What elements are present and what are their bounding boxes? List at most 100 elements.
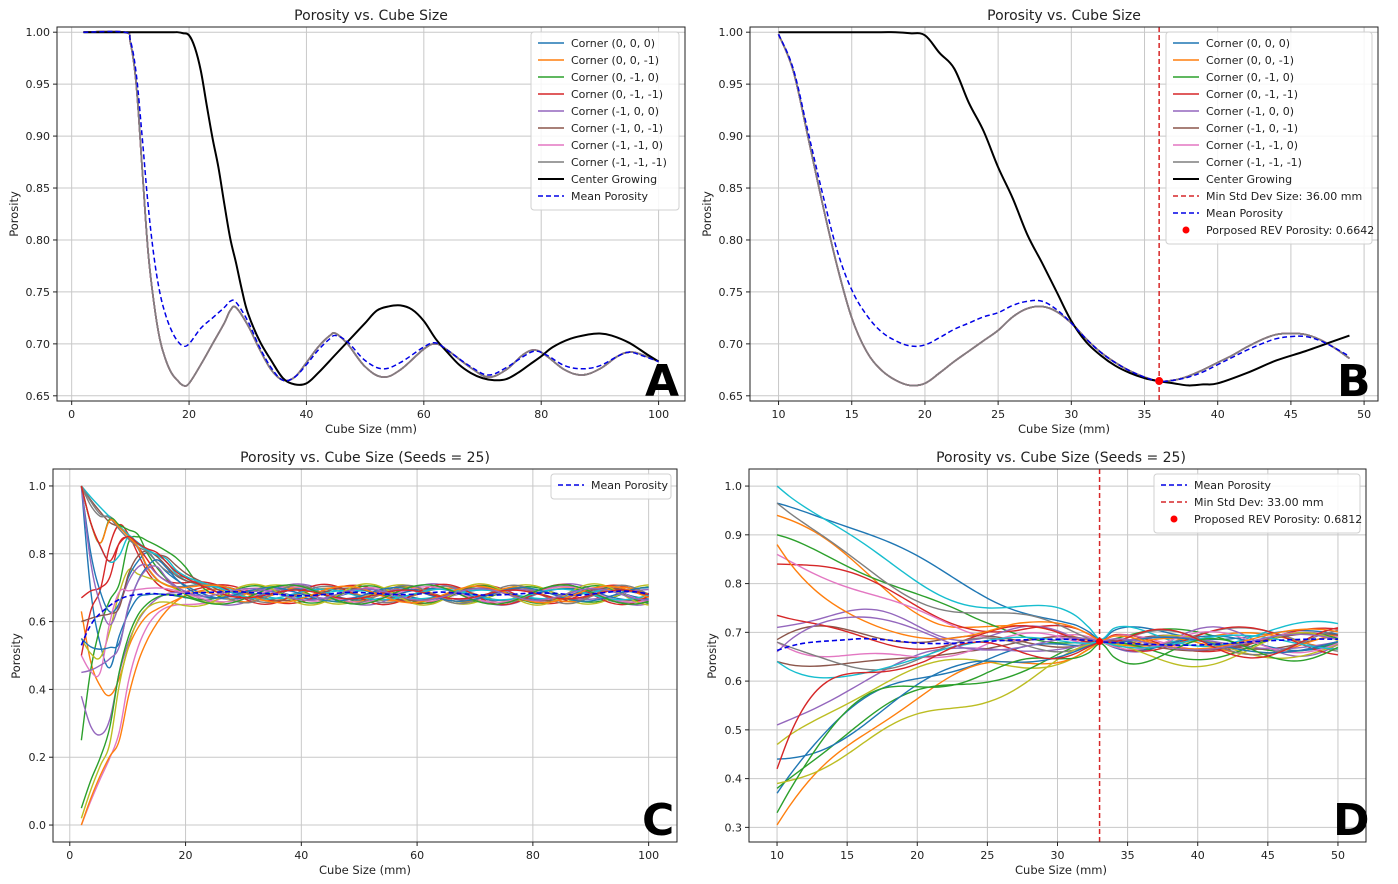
y-tick-label: 0.80 bbox=[719, 234, 744, 247]
legend-label: Corner (0, 0, 0) bbox=[571, 37, 655, 50]
x-tick-label: 60 bbox=[417, 408, 431, 421]
legend-item: Min Std Dev Size: 36.00 mm bbox=[1173, 190, 1362, 203]
legend-label: Corner (-1, -1, 0) bbox=[571, 139, 663, 152]
legend-label: Corner (-1, 0, 0) bbox=[1206, 105, 1294, 118]
seed-line bbox=[80, 559, 649, 650]
panel-d-letter: D bbox=[1333, 795, 1370, 846]
panel-b-xlabel: Cube Size (mm) bbox=[1018, 422, 1110, 436]
rev-porosity-marker bbox=[1155, 377, 1164, 386]
panel-b-legend: Corner (0, 0, 0) Corner (0, 0, -1) Corner … bbox=[1165, 31, 1374, 245]
legend-item: Corner (0, -1, -1) bbox=[538, 88, 663, 101]
panel-a-legend: Corner (0, 0, 0) Corner (0, 0, -1) Corner … bbox=[530, 31, 680, 211]
legend-box bbox=[1165, 31, 1373, 245]
panel-a-letter: A bbox=[645, 356, 679, 407]
legend-item: Proposed REV Porosity: 0.6812 bbox=[1170, 513, 1362, 526]
legend-item: Corner (0, -1, -1) bbox=[1173, 88, 1298, 101]
legend-item: Corner (0, 0, 0) bbox=[538, 37, 655, 50]
seed-line bbox=[776, 502, 1339, 641]
y-tick-label: 0.70 bbox=[719, 338, 744, 351]
panel-c-letter: C bbox=[642, 795, 674, 846]
x-tick-label: 30 bbox=[1064, 408, 1078, 421]
legend-label: Corner (-1, -1, -1) bbox=[571, 156, 667, 169]
legend-label: Corner (0, 0, -1) bbox=[1206, 54, 1294, 67]
series-line-center-growing bbox=[778, 31, 1350, 387]
rev-porosity-marker bbox=[1096, 638, 1104, 646]
legend-item: Center Growing bbox=[538, 173, 657, 186]
legend-label: Center Growing bbox=[1206, 173, 1292, 186]
legend-item: Corner (0, 0, 0) bbox=[1173, 37, 1290, 50]
x-tick-label: 20 bbox=[182, 408, 196, 421]
legend-label: Mean Porosity bbox=[571, 190, 649, 203]
legend-box bbox=[530, 31, 680, 211]
legend-item: Mean Porosity bbox=[558, 479, 669, 492]
legend-item: Corner (-1, 0, 0) bbox=[538, 105, 659, 118]
y-tick-label: 0.6 bbox=[725, 675, 743, 688]
panel-c-grid bbox=[53, 469, 677, 842]
y-tick-label: 0.7 bbox=[725, 626, 743, 639]
panel-a: Porosity vs. Cube Size Cube Size (mm) Po… bbox=[7, 8, 686, 436]
x-tick-label: 45 bbox=[1284, 408, 1298, 421]
y-tick-label: 1.00 bbox=[26, 26, 51, 39]
y-tick-label: 0.0 bbox=[29, 819, 47, 832]
panel-b-lines bbox=[777, 27, 1350, 401]
panel-c-lines bbox=[80, 485, 649, 826]
y-tick-label: 0.85 bbox=[719, 182, 744, 195]
x-tick-label: 80 bbox=[526, 849, 540, 862]
x-tick-label: 10 bbox=[772, 408, 786, 421]
panel-b-ticks: 10 15 20 25 30 35 40 45 50 0.65 0.70 0.75 0.80 0.85 0.… bbox=[719, 26, 1372, 421]
series-line-corner-1-1-1- bbox=[777, 33, 1350, 387]
legend-box bbox=[550, 473, 672, 500]
legend-item: Corner (-1, -1, 0) bbox=[1173, 139, 1298, 152]
legend-item: Corner (-1, 0, -1) bbox=[538, 122, 663, 135]
panel-c-frame bbox=[52, 468, 678, 843]
x-tick-label: 50 bbox=[1331, 849, 1345, 862]
seed-line bbox=[81, 565, 649, 674]
panel-d-ticks: 10 15 20 25 30 35 40 45 50 0.3 0.4 0.5 0.6 0.7 0.8 0.9 1… bbox=[725, 480, 1345, 862]
seed-line bbox=[776, 630, 1339, 659]
x-tick-label: 45 bbox=[1261, 849, 1275, 862]
panel-d-ylabel: Porosity bbox=[705, 633, 719, 679]
panel-a-lines bbox=[83, 30, 660, 387]
legend-label: Corner (-1, -1, 0) bbox=[1206, 139, 1298, 152]
y-tick-label: 0.65 bbox=[719, 390, 744, 403]
legend-item: Corner (-1, -1, -1) bbox=[1173, 156, 1302, 169]
panel-d-lines bbox=[776, 469, 1339, 842]
panel-d-frame bbox=[748, 468, 1367, 843]
seed-line bbox=[80, 584, 649, 809]
legend-marker-icon bbox=[1170, 515, 1178, 523]
seed-line bbox=[776, 629, 1339, 671]
panel-d: Porosity vs. Cube Size (Seeds = 25) Cube… bbox=[705, 450, 1370, 877]
panel-a-xlabel: Cube Size (mm) bbox=[325, 422, 417, 436]
panel-a-ylabel: Porosity bbox=[7, 191, 21, 237]
seed-line bbox=[776, 632, 1339, 789]
legend-item: Corner (-1, 0, -1) bbox=[1173, 122, 1298, 135]
legend-item: Mean Porosity bbox=[1173, 207, 1284, 220]
panel-d-title: Porosity vs. Cube Size (Seeds = 25) bbox=[936, 450, 1186, 466]
x-tick-label: 0 bbox=[66, 849, 73, 862]
legend-label: Mean Porosity bbox=[1194, 479, 1272, 492]
y-tick-label: 1.0 bbox=[29, 480, 47, 493]
panel-b-letter: B bbox=[1337, 356, 1371, 407]
panel-a-ticks: 0 20 40 60 80 100 0.65 0.70 0.75 0.80 0.85 0.90 0.95… bbox=[26, 26, 670, 421]
x-tick-label: 60 bbox=[410, 849, 424, 862]
series-line-mean-porosity bbox=[776, 637, 1338, 652]
panel-b-ylabel: Porosity bbox=[700, 191, 714, 237]
x-tick-label: 40 bbox=[1211, 408, 1225, 421]
x-tick-label: 0 bbox=[68, 408, 75, 421]
legend-label: Mean Porosity bbox=[591, 479, 669, 492]
panel-a-title: Porosity vs. Cube Size bbox=[294, 8, 448, 24]
y-tick-label: 0.95 bbox=[26, 78, 51, 91]
legend-item: Min Std Dev: 33.00 mm bbox=[1161, 496, 1324, 509]
legend-item: Corner (-1, -1, 0) bbox=[538, 139, 663, 152]
legend-item: Corner (0, 0, -1) bbox=[538, 54, 659, 67]
y-tick-label: 0.90 bbox=[26, 130, 51, 143]
panel-a-frame bbox=[56, 26, 686, 402]
legend-label: Corner (0, -1, 0) bbox=[571, 71, 659, 84]
y-tick-label: 0.3 bbox=[725, 821, 743, 834]
seed-line bbox=[776, 635, 1339, 794]
y-tick-label: 0.4 bbox=[725, 773, 743, 786]
y-tick-label: 0.8 bbox=[29, 548, 47, 561]
legend-marker-icon bbox=[1182, 226, 1190, 234]
legend-item: Mean Porosity bbox=[538, 190, 649, 203]
y-tick-label: 0.95 bbox=[719, 78, 744, 91]
